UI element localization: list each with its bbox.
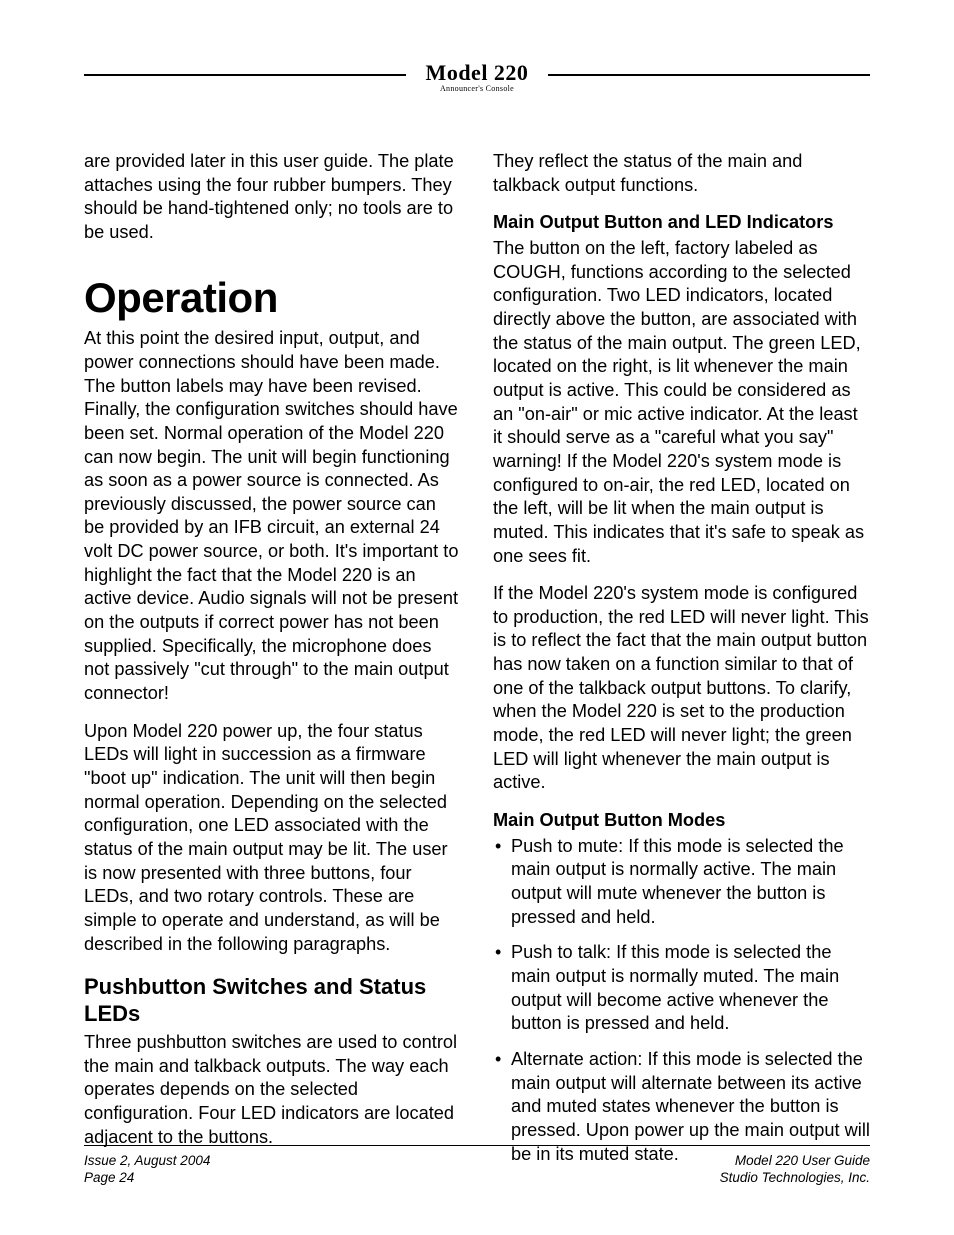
- right-para-0: They reflect the status of the main and …: [493, 150, 870, 197]
- footer-right: Model 220 User Guide Studio Technologies…: [720, 1152, 870, 1187]
- footer-issue: Issue 2, August 2004: [84, 1152, 210, 1170]
- intro-paragraph: are provided later in this user guide. T…: [84, 150, 461, 245]
- main-output-para-2: If the Model 220's system mode is config…: [493, 582, 870, 795]
- footer-left: Issue 2, August 2004 Page 24: [84, 1152, 210, 1187]
- footer-row: Issue 2, August 2004 Page 24 Model 220 U…: [84, 1152, 870, 1187]
- header-rule-right: [548, 74, 870, 76]
- header-rule-left: [84, 74, 406, 76]
- operation-para-1: At this point the desired input, output,…: [84, 327, 461, 706]
- page-header: Model 220 Announcer's Console: [84, 60, 870, 100]
- right-column: They reflect the status of the main and …: [493, 150, 870, 1178]
- operation-heading: Operation: [84, 271, 461, 326]
- main-output-para-1: The button on the left, factory labeled …: [493, 237, 870, 568]
- footer-guide: Model 220 User Guide: [720, 1152, 870, 1170]
- header-subtitle: Announcer's Console: [426, 84, 529, 93]
- list-item: Push to mute: If this mode is selected t…: [493, 835, 870, 930]
- page-footer: Issue 2, August 2004 Page 24 Model 220 U…: [84, 1145, 870, 1187]
- operation-para-2: Upon Model 220 power up, the four status…: [84, 720, 461, 957]
- footer-company: Studio Technologies, Inc.: [720, 1169, 870, 1187]
- header-title-block: Model 220 Announcer's Console: [426, 60, 529, 93]
- content-columns: are provided later in this user guide. T…: [84, 150, 870, 1178]
- left-column: are provided later in this user guide. T…: [84, 150, 461, 1178]
- list-item: Push to talk: If this mode is selected t…: [493, 941, 870, 1036]
- page: Model 220 Announcer's Console are provid…: [0, 0, 954, 1235]
- pushbutton-heading: Pushbutton Switches and Status LEDs: [84, 974, 461, 1027]
- header-title: Model 220: [426, 60, 529, 86]
- main-output-modes-heading: Main Output Button Modes: [493, 809, 870, 833]
- footer-page: Page 24: [84, 1169, 210, 1187]
- modes-list: Push to mute: If this mode is selected t…: [493, 835, 870, 1167]
- main-output-led-heading: Main Output Button and LED Indicators: [493, 211, 870, 235]
- footer-rule: [84, 1145, 870, 1146]
- pushbutton-para: Three pushbutton switches are used to co…: [84, 1031, 461, 1149]
